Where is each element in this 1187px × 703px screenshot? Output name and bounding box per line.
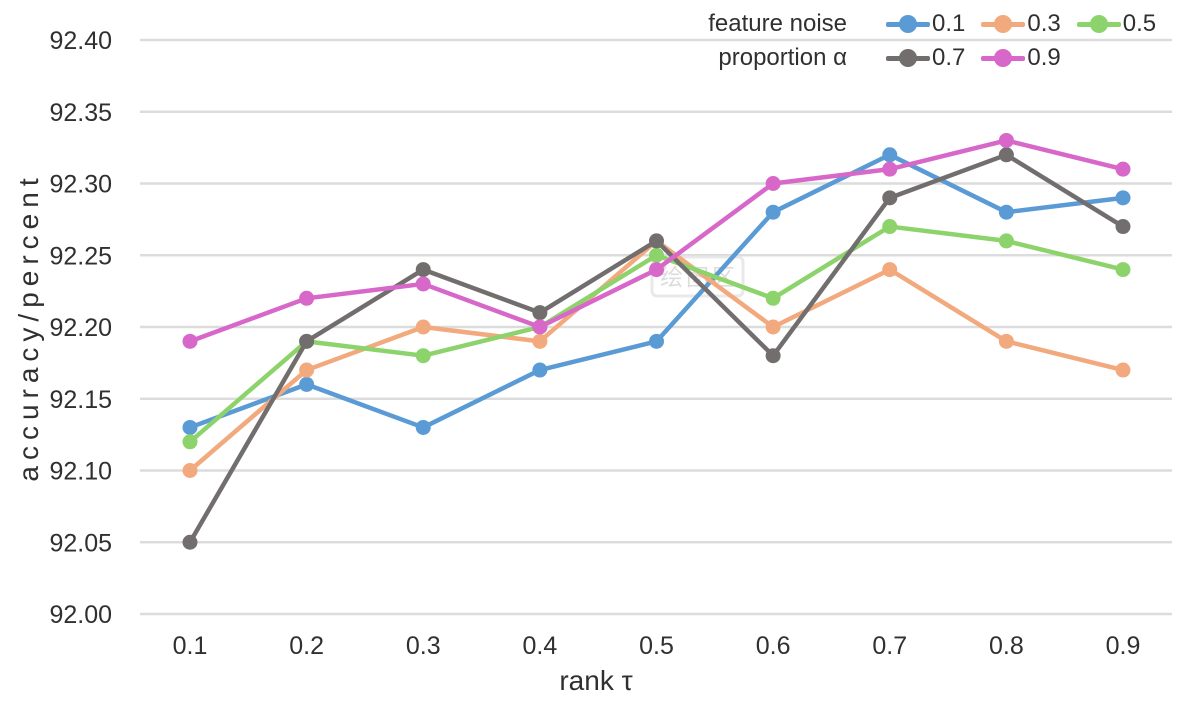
data-point-0.3-x0.7 — [882, 262, 898, 278]
data-point-0.7-x0.3 — [415, 262, 431, 278]
legend-row: proportion α 0.7 0.9 — [700, 42, 1172, 74]
data-point-0.7-x0.7 — [882, 190, 898, 206]
data-point-0.9-x0.6 — [765, 176, 781, 191]
x-tick-label: 0.1 — [173, 632, 208, 660]
watermark-text: 绘图区 — [660, 264, 738, 290]
x-tick-label: 0.6 — [756, 632, 791, 660]
legend-marker-line-icon — [1076, 15, 1121, 33]
legend-marker-dot-icon — [994, 15, 1013, 33]
y-tick-label: 92.20 — [49, 314, 112, 342]
x-tick-label: 0.3 — [406, 632, 441, 660]
data-point-0.5-x0.3 — [415, 348, 431, 364]
y-axis-title: accuracy/percent — [13, 172, 44, 481]
legend-entry-0.3[interactable]: 0.3 — [981, 10, 1061, 38]
legend-entry-label: 0.7 — [932, 44, 966, 71]
data-point-0.9-x0.8 — [998, 132, 1014, 148]
legend-marker-dot-icon — [899, 49, 917, 67]
y-tick-label: 92.25 — [49, 242, 112, 270]
y-tick-label: 92.40 — [49, 27, 112, 55]
data-point-0.5-x0.9 — [1115, 262, 1131, 278]
legend-entry-0.9[interactable]: 0.9 — [981, 44, 1061, 72]
data-point-0.7-x0.1 — [182, 534, 198, 550]
legend-entry-label: 0.1 — [932, 10, 966, 37]
legend-title: proportion α — [718, 44, 847, 71]
data-point-0.9-x0.1 — [182, 333, 198, 349]
data-point-0.9-x0.7 — [882, 161, 898, 177]
data-point-0.5-x0.6 — [765, 290, 781, 306]
data-point-0.1-x0.8 — [998, 204, 1014, 220]
data-point-0.7-x0.9 — [1115, 219, 1131, 235]
y-tick-label: 92.10 — [49, 458, 112, 486]
series-0.9 — [182, 132, 1131, 349]
x-tick-label: 0.5 — [639, 632, 674, 660]
data-point-0.1-x0.1 — [182, 419, 198, 435]
y-tick-label: 92.30 — [49, 171, 112, 199]
data-point-0.5-x0.8 — [998, 233, 1014, 249]
legend-marker-line-icon — [886, 15, 930, 33]
legend-entry-0.1[interactable]: 0.1 — [886, 10, 965, 38]
data-point-0.9-x0.2 — [299, 290, 315, 306]
y-tick-label: 92.35 — [49, 99, 112, 127]
x-tick-label: 0.7 — [872, 632, 907, 660]
data-point-0.1-x0.9 — [1115, 190, 1131, 206]
data-point-0.1-x0.7 — [882, 147, 898, 163]
x-tick-label: 0.4 — [522, 632, 557, 660]
y-tick-label: 92.05 — [49, 529, 112, 557]
x-tick-label: 0.2 — [289, 632, 324, 660]
legend-marker-dot-icon — [994, 49, 1013, 67]
series-0.7 — [182, 147, 1131, 550]
data-point-0.7-x0.6 — [765, 348, 781, 364]
data-point-0.1-x0.2 — [299, 376, 315, 392]
legend-marker-line-icon — [981, 49, 1026, 67]
data-point-0.3-x0.8 — [998, 333, 1014, 349]
data-point-0.7-x0.4 — [532, 305, 548, 321]
data-point-0.3-x0.4 — [532, 333, 548, 349]
data-point-0.7-x0.2 — [299, 333, 315, 349]
data-point-0.3-x0.2 — [299, 362, 315, 378]
legend-entry-0.7[interactable]: 0.7 — [886, 44, 965, 72]
legend-entry-label: 0.3 — [1027, 10, 1061, 37]
x-axis-title: rank τ — [559, 665, 632, 696]
data-point-0.9-x0.4 — [532, 319, 548, 335]
legend-marker-dot-icon — [1089, 15, 1108, 33]
legend-marker-dot-icon — [899, 15, 917, 33]
data-point-0.3-x0.6 — [765, 319, 781, 335]
legend-marker-line-icon — [981, 15, 1026, 33]
data-point-0.5-x0.5 — [649, 247, 664, 263]
legend-entry-label: 0.5 — [1122, 10, 1157, 37]
data-point-0.1-x0.3 — [415, 419, 431, 435]
x-tick-label: 0.8 — [989, 632, 1024, 660]
x-tick-label: 0.9 — [1106, 632, 1141, 660]
data-point-0.7-x0.8 — [998, 147, 1014, 163]
data-point-0.9-x0.5 — [649, 262, 664, 278]
data-point-0.1-x0.4 — [532, 362, 548, 378]
y-tick-label: 92.15 — [49, 386, 112, 414]
legend-entry-label: 0.9 — [1027, 44, 1061, 71]
data-point-0.7-x0.5 — [649, 233, 664, 249]
data-point-0.3-x0.3 — [415, 319, 431, 335]
series-0.1 — [182, 147, 1131, 435]
legend-row: feature noise 0.1 0.3 0.5 — [700, 8, 1172, 40]
grid-and-axes: 92.00 92.05 92.10 92.15 92.20 92.25 92.30 92.35… — [13, 27, 1172, 696]
data-point-0.1-x0.6 — [765, 204, 781, 220]
legend: feature noise 0.1 0.3 0.5 proportion α 0.7 0.9 — [700, 8, 1172, 74]
data-point-0.1-x0.5 — [649, 333, 664, 349]
data-point-0.9-x0.9 — [1115, 161, 1131, 177]
legend-title: feature noise — [708, 10, 847, 37]
data-point-0.3-x0.1 — [182, 463, 198, 478]
y-tick-label: 92.00 — [49, 601, 112, 629]
data-point-0.9-x0.3 — [415, 276, 431, 292]
data-point-0.5-x0.7 — [882, 219, 898, 235]
legend-entry-0.5[interactable]: 0.5 — [1076, 10, 1157, 38]
data-point-0.5-x0.1 — [182, 434, 198, 450]
legend-marker-line-icon — [886, 49, 930, 67]
data-point-0.3-x0.9 — [1115, 362, 1131, 378]
